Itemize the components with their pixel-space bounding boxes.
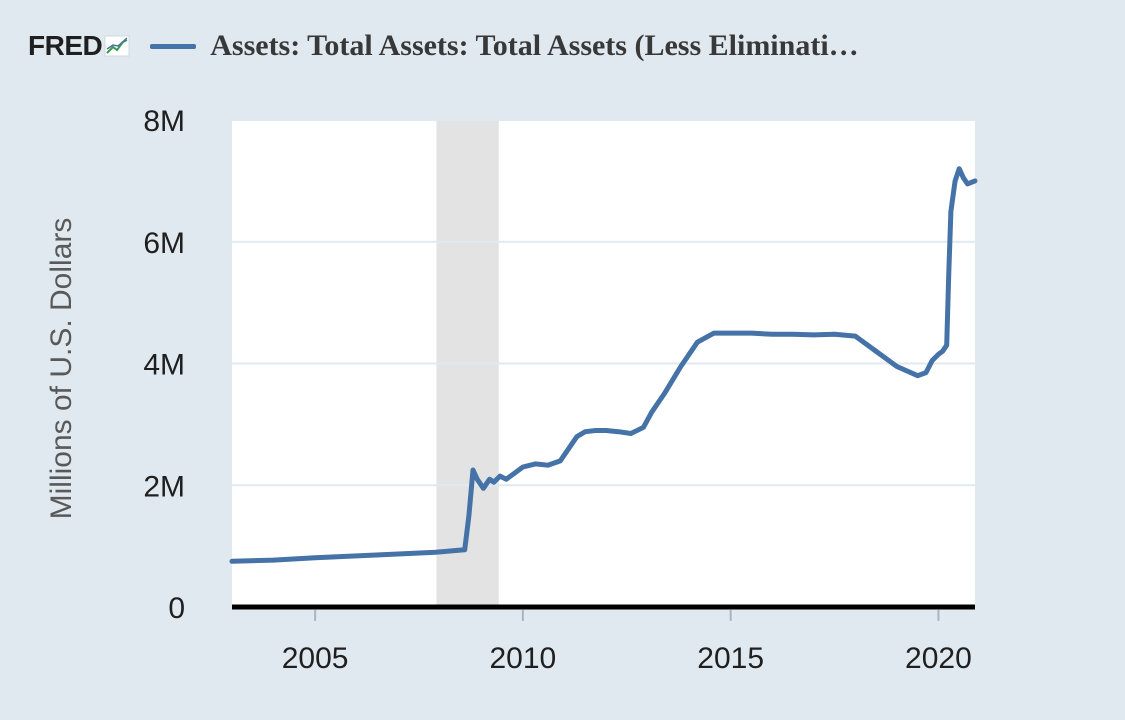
trend-chart-icon (104, 35, 130, 57)
x-tick-label-2015: 2015 (697, 642, 764, 675)
series-title[interactable]: Assets: Total Assets: Total Assets (Less… (210, 29, 859, 62)
series-line-0 (229, 166, 978, 564)
chart-header: FRED Assets: Total Assets: Total Assets … (28, 22, 859, 70)
y-tick-label-4M: 4M (143, 349, 185, 382)
y-tick-label-0: 0 (168, 592, 185, 625)
x-tick-label-2020: 2020 (905, 642, 972, 675)
y-tick-label-6M: 6M (143, 227, 185, 260)
y-axis-title: Millions of U.S. Dollars (45, 218, 78, 520)
x-tick-label-2005: 2005 (282, 642, 349, 675)
logo-text: FRED (28, 30, 103, 61)
series-layer (229, 166, 978, 564)
y-tick-label-8M: 8M (143, 105, 185, 138)
gridlines (232, 119, 975, 487)
legend-series-swatch (150, 43, 197, 49)
y-axis-ticks: 0 2M 4M 6M 8M (143, 105, 185, 625)
y-tick-label-2M: 2M (143, 470, 185, 503)
fred-logo[interactable]: FRED (28, 30, 130, 62)
x-axis-ticks: 2005 2010 2015 2020 (282, 610, 972, 675)
x-tick-label-2010: 2010 (490, 642, 557, 675)
